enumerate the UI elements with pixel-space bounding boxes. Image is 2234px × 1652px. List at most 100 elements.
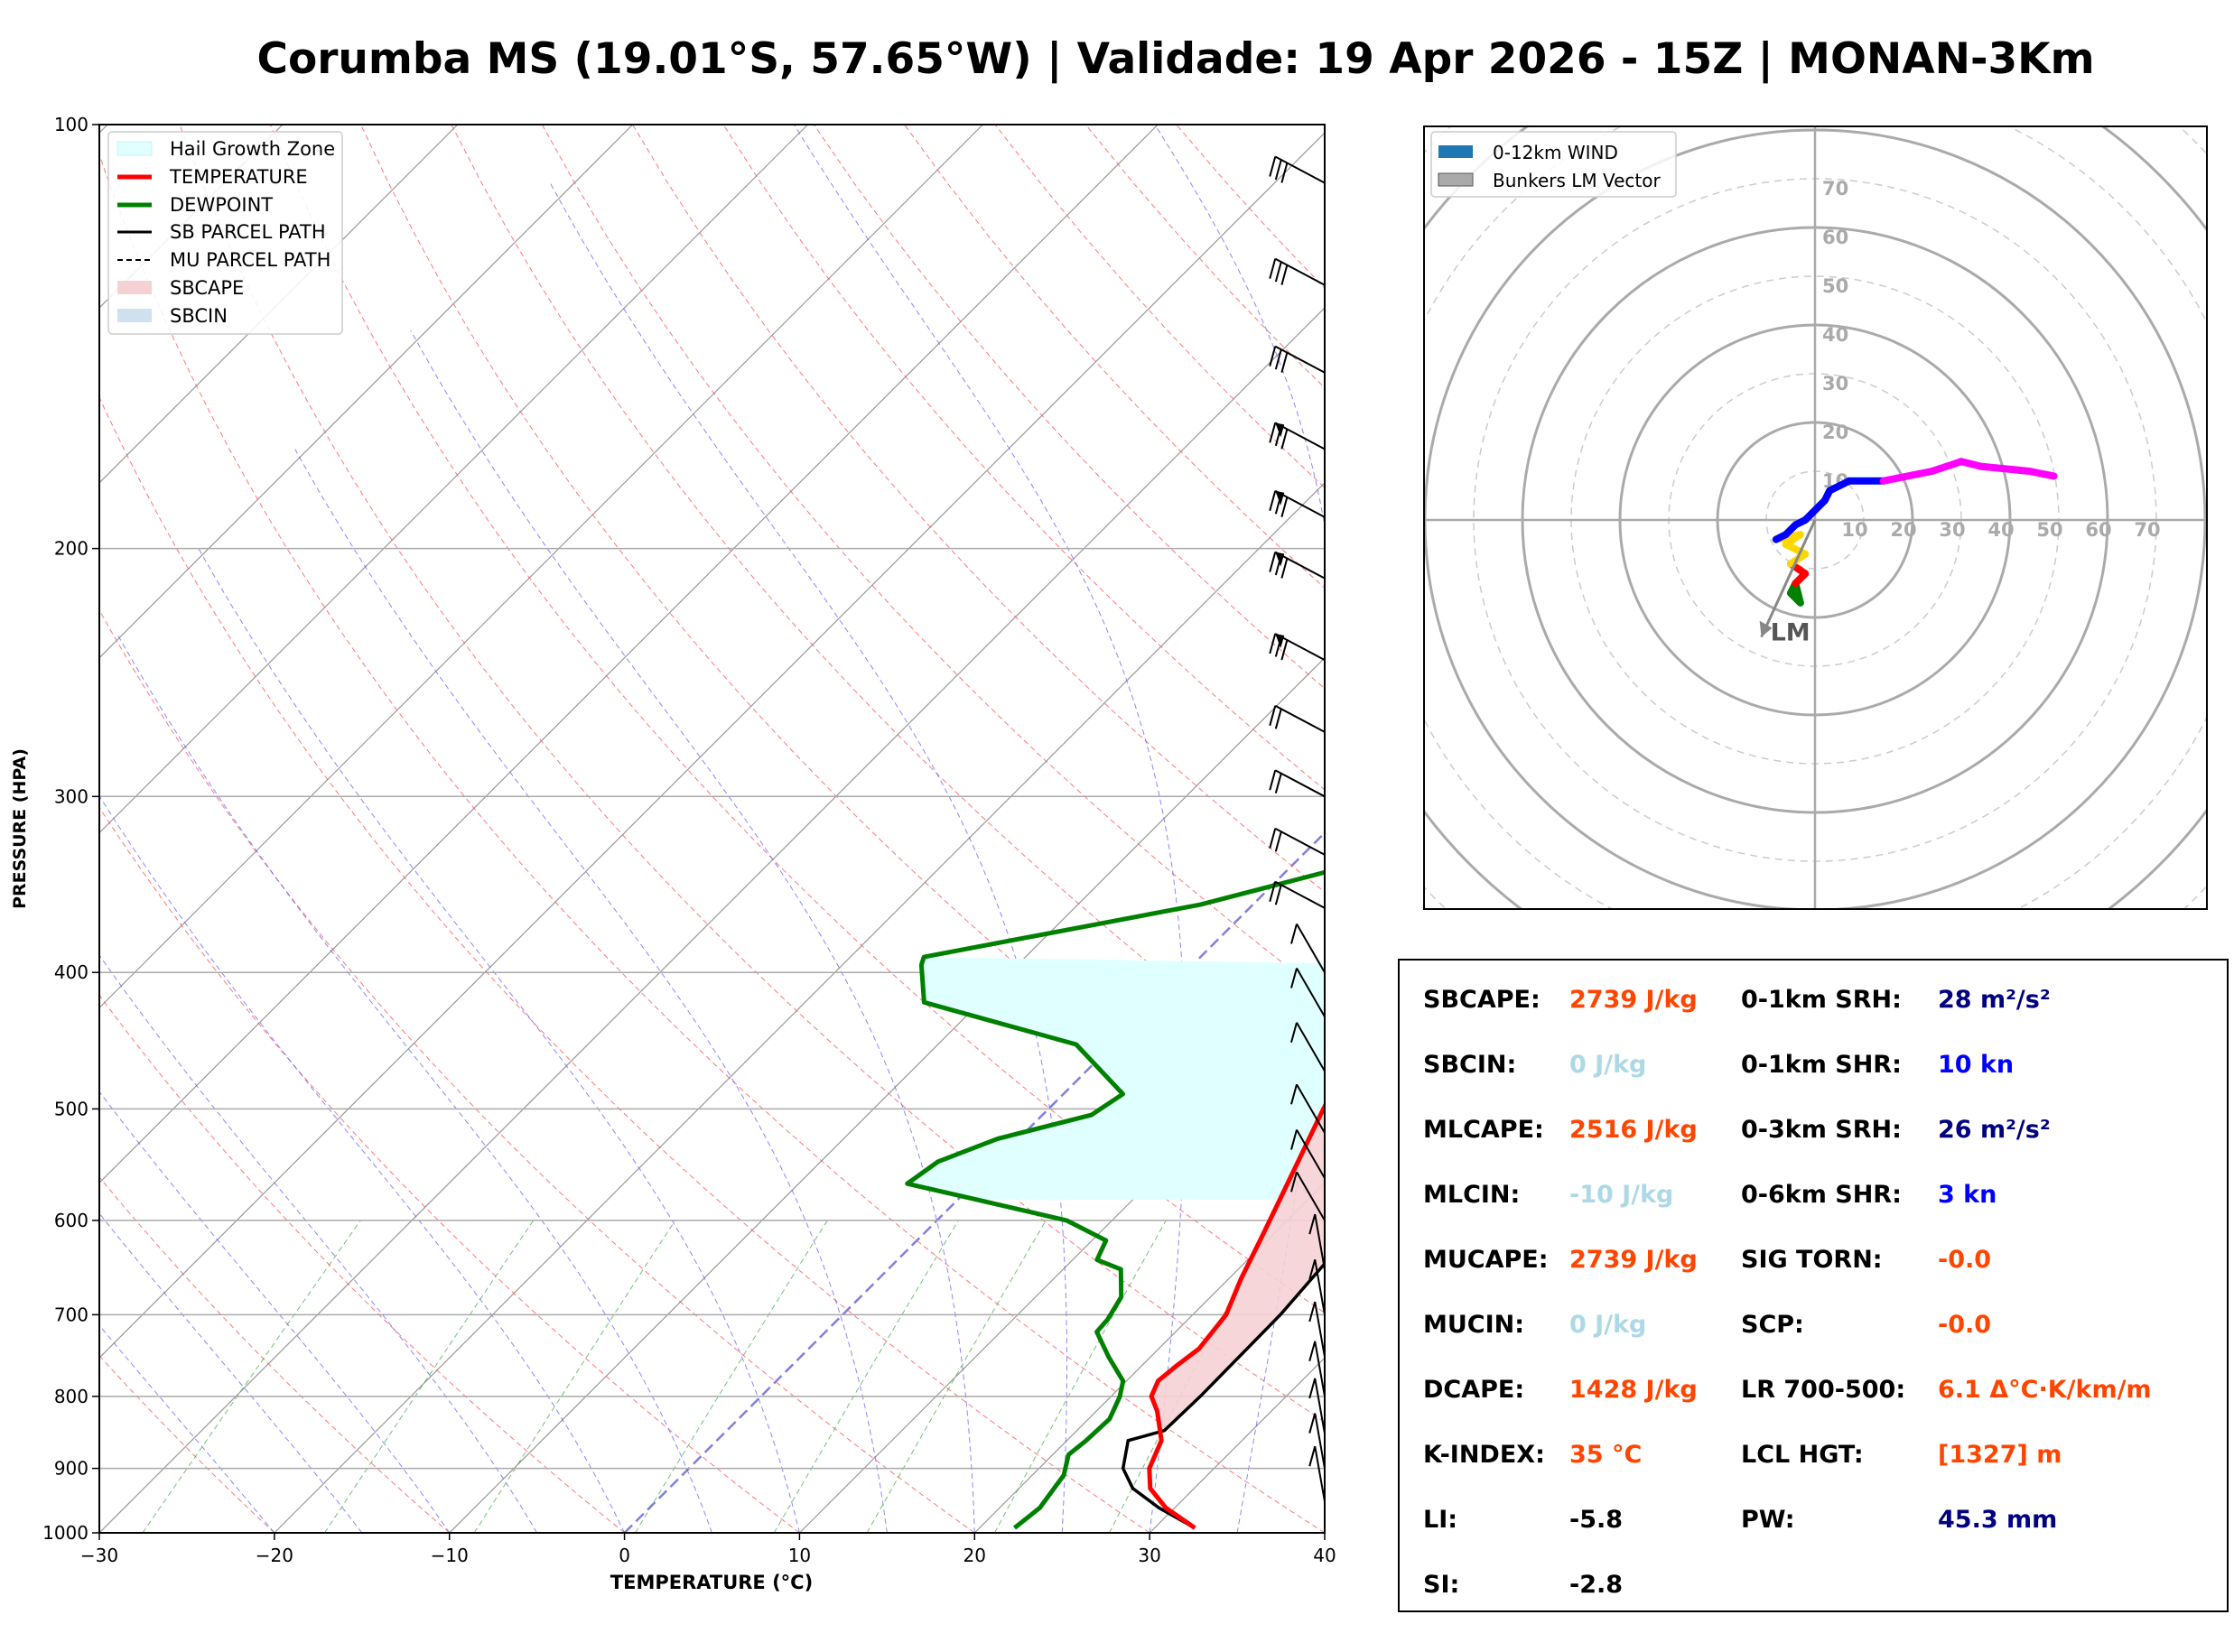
isotherm	[799, 1007, 1325, 1533]
moist-adiabat	[99, 1091, 451, 1533]
index-right-value: 26 m²/s²	[1938, 1116, 2051, 1144]
isotherm	[973, 1182, 1325, 1533]
index-left-label: K-INDEX:	[1423, 1441, 1545, 1469]
hodo-ring-label-x: 10	[1841, 519, 1867, 541]
hodo-ring-label-x: 30	[1939, 519, 1965, 541]
legend-label-temperature: TEMPERATURE	[169, 166, 308, 188]
index-right-value: [1327] m	[1938, 1441, 2062, 1469]
wind-barb-feather	[1269, 828, 1277, 849]
isotherm	[99, 125, 634, 659]
wind-barb-feather	[1290, 923, 1298, 944]
wind-barb	[1290, 968, 1326, 1017]
mixing-ratio-line	[473, 1220, 676, 1533]
wind-barb-feather	[1274, 884, 1282, 905]
mixing-ratio-line	[635, 1220, 828, 1533]
wind-barb-feather	[1274, 159, 1282, 181]
hodo-trace-segment	[1928, 458, 1965, 475]
wind-barb-feather	[1280, 558, 1289, 579]
wind-barb-feather	[1308, 1301, 1317, 1323]
wind-barb-feather	[1269, 633, 1277, 654]
y-tick-label: 500	[54, 1098, 88, 1119]
index-left-value: 35 °C	[1569, 1441, 1643, 1469]
wind-barb	[1269, 827, 1326, 856]
hodo-ring-label-y: 50	[1822, 275, 1848, 297]
index-left-label: MUCAPE:	[1423, 1246, 1549, 1274]
wind-barb-feather	[1290, 968, 1298, 988]
wind-barb-feather	[1274, 709, 1282, 729]
index-left-label: MLCAPE:	[1423, 1116, 1544, 1144]
wind-barb	[1269, 633, 1326, 662]
isotherm	[99, 125, 459, 484]
moist-adiabat	[549, 182, 1067, 1533]
hail-growth-zone	[907, 957, 1325, 1200]
hodo-trace-segment	[1826, 477, 1853, 495]
legend-label-hail: Hail Growth Zone	[170, 138, 335, 160]
index-right-label: LCL HGT:	[1741, 1441, 1864, 1469]
wind-barb-feather	[1269, 769, 1277, 791]
index-left-label: SI:	[1423, 1571, 1460, 1599]
wind-barb-feather	[1290, 1171, 1298, 1193]
index-right-value: 28 m²/s²	[1938, 986, 2051, 1014]
wind-barb	[1290, 1128, 1326, 1179]
wind-barb	[1308, 1259, 1326, 1315]
wind-barb	[1308, 1378, 1326, 1434]
x-tick-label: 40	[1313, 1545, 1336, 1566]
hodo-ring-label-x: 40	[1987, 519, 2014, 541]
dry-adiabat	[451, 125, 1325, 1100]
wind-barb-feather	[1269, 422, 1277, 443]
wind-barb-feather	[1308, 1445, 1317, 1467]
hodograph-legend: 0-12km WIND Bunkers LM Vector	[1430, 131, 1677, 198]
index-left-value: 2739 J/kg	[1569, 1246, 1698, 1274]
moist-adiabat	[99, 795, 626, 1533]
wind-barb-feather	[1269, 490, 1277, 512]
x-tick-label: 20	[963, 1545, 986, 1566]
wind-barb-staff	[1274, 345, 1326, 374]
wind-barb-staff	[1314, 1213, 1326, 1270]
index-left-value: 2739 J/kg	[1569, 986, 1698, 1014]
hodo-ring-label-x: 70	[2134, 519, 2160, 541]
wind-barb	[1308, 1213, 1326, 1270]
index-left-label: SBCAPE:	[1423, 986, 1541, 1014]
index-right-label: PW:	[1741, 1506, 1795, 1534]
wind-barb-flag	[1275, 634, 1285, 649]
hodo-ring-label-y: 20	[1822, 422, 1848, 443]
hodo-trace-segment	[1879, 468, 1936, 485]
index-left-value: -10 J/kg	[1569, 1181, 1674, 1209]
dry-adiabat	[99, 609, 975, 1533]
wind-barb-feather	[1280, 265, 1289, 285]
wind-barb-feather	[1280, 639, 1289, 661]
index-left-label: MLCIN:	[1423, 1181, 1521, 1209]
y-tick-label: 1000	[42, 1522, 88, 1544]
wind-barb-feather	[1269, 881, 1277, 902]
wind-barb-flag	[1275, 552, 1285, 567]
wind-barb-feather	[1269, 552, 1277, 572]
isotherm	[99, 125, 808, 834]
index-left-value: -2.8	[1569, 1571, 1624, 1599]
wind-barb-feather	[1269, 705, 1277, 727]
hodo-ring-label-x: 20	[1890, 519, 1916, 541]
mixing-ratio-line	[994, 1220, 1167, 1533]
wind-barb	[1290, 1171, 1326, 1221]
wind-barb-staff	[1274, 769, 1326, 798]
wind-barb-staff	[1296, 1022, 1326, 1072]
wind-barb-staff	[1296, 968, 1326, 1017]
index-right-label: 0-3km SRH:	[1741, 1116, 1902, 1144]
isotherm	[99, 307, 1325, 1533]
y-tick-label: 100	[54, 114, 88, 135]
moist-adiabat	[294, 449, 888, 1533]
moist-adiabat	[99, 954, 538, 1533]
wind-barb	[1308, 1413, 1326, 1469]
dewpoint-line	[905, 869, 1325, 1530]
y-tick-label: 700	[54, 1304, 88, 1325]
wind-barb-staff	[1274, 155, 1326, 184]
index-right-label: 0-1km SHR:	[1741, 1051, 1902, 1079]
moist-adiabat	[116, 634, 712, 1533]
x-tick-label: 30	[1138, 1545, 1160, 1566]
index-left-label: MUCIN:	[1423, 1311, 1525, 1339]
y-axis-label: PRESSURE (HPA)	[10, 748, 30, 909]
wind-barb	[1269, 551, 1326, 580]
wind-barb-feather	[1274, 773, 1282, 794]
wind-barb-staff	[1274, 827, 1326, 856]
wind-barb-staff	[1314, 1259, 1326, 1315]
dry-adiabat	[99, 1176, 451, 1533]
